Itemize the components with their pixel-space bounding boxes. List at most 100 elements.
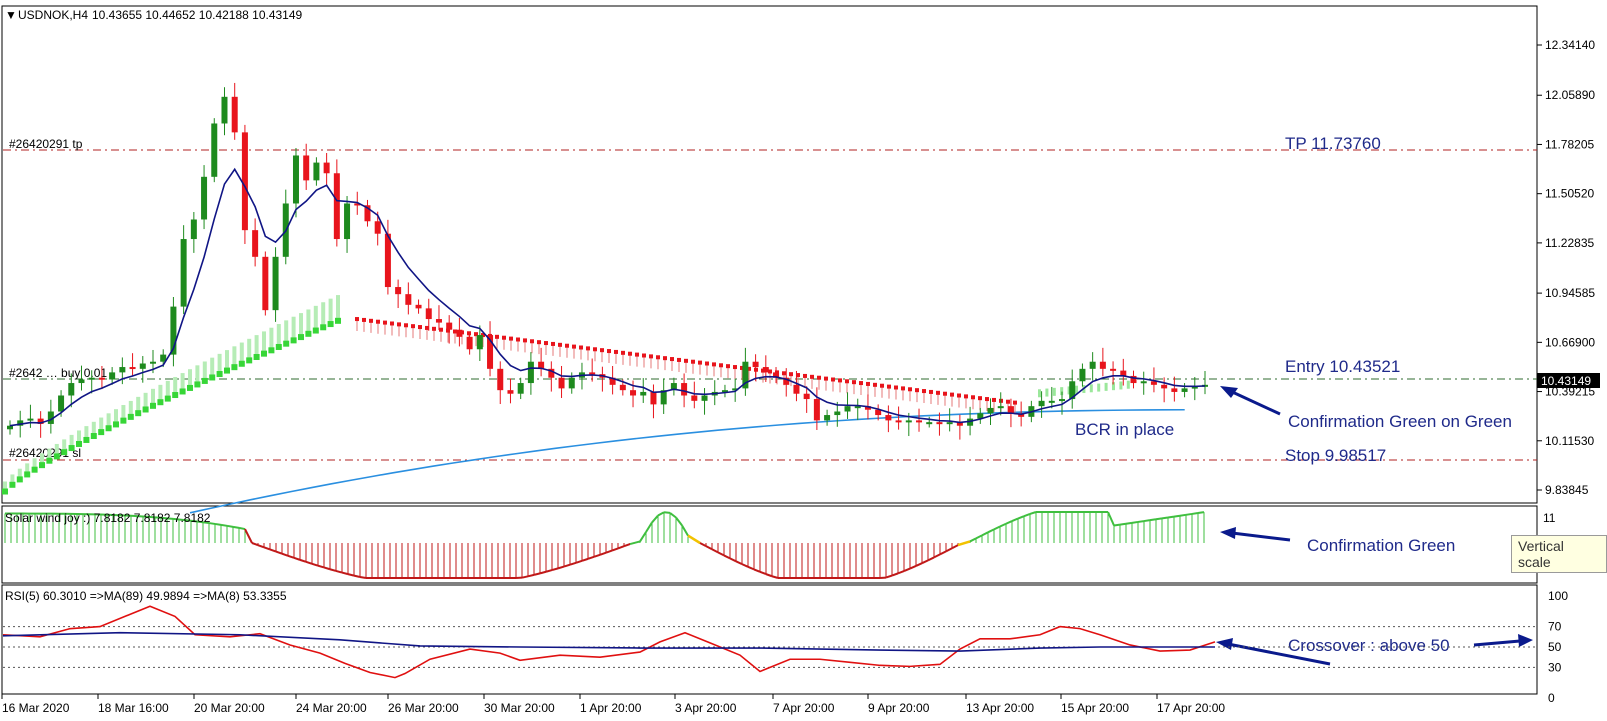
time-tick-label: 30 Mar 20:00 bbox=[484, 701, 555, 715]
osc-outline bbox=[675, 516, 683, 526]
candle-body bbox=[456, 329, 463, 337]
trail-dot-green bbox=[231, 364, 238, 371]
trail-dot-red bbox=[1013, 400, 1017, 405]
trail-dot-green bbox=[16, 476, 23, 483]
trail-dot-red bbox=[481, 333, 485, 338]
osc-outline bbox=[1185, 512, 1193, 516]
trail-stem-green bbox=[77, 430, 81, 444]
time-tick-label: 20 Mar 20:00 bbox=[194, 701, 265, 715]
trail-dot-red bbox=[880, 383, 884, 388]
osc-outline bbox=[921, 559, 929, 565]
candle-body bbox=[487, 335, 494, 369]
price-axis[interactable]: 12.34140 12.05890 11.78205 11.50520 11.22835… bbox=[1537, 38, 1595, 497]
trail-stem-green bbox=[3, 481, 7, 492]
trail-dot-red bbox=[943, 391, 947, 396]
candle-body bbox=[793, 384, 800, 394]
candle-body bbox=[824, 415, 831, 421]
time-tick-label: 1 Apr 20:00 bbox=[580, 701, 642, 715]
osc-outline bbox=[244, 528, 253, 544]
candle-body bbox=[681, 383, 688, 396]
candle-body bbox=[466, 336, 473, 350]
osc-outline bbox=[281, 552, 289, 557]
trail-dot-green bbox=[98, 429, 105, 436]
arrow-confirmation-osc bbox=[1220, 527, 1291, 542]
osc-outline bbox=[705, 545, 713, 551]
trail-dot-green bbox=[24, 471, 31, 478]
crossover-annotation: Crossover : above 50 bbox=[1288, 636, 1450, 655]
trail-dot-red bbox=[572, 344, 576, 349]
candle-body bbox=[527, 361, 534, 384]
trail-stem-green bbox=[284, 320, 289, 344]
trail-stem-green bbox=[321, 302, 326, 328]
trail-dot-green bbox=[305, 330, 312, 337]
time-axis[interactable]: 16 Mar 2020 18 Mar 16:00 20 Mar 20:00 24 Ma… bbox=[1, 694, 1225, 715]
trail-stem-green bbox=[99, 417, 104, 433]
ohlc-label: 10.43655 10.44652 10.42188 10.43149 bbox=[92, 8, 303, 22]
osc-outline bbox=[669, 512, 677, 519]
rsi-level-label: 0 bbox=[1548, 691, 1555, 705]
candle-body bbox=[630, 390, 637, 396]
trail-dot-green bbox=[275, 343, 282, 350]
trail-dot-green bbox=[246, 357, 253, 364]
osc-outline bbox=[593, 553, 601, 558]
candle-body bbox=[946, 422, 953, 425]
trail-dot-green bbox=[172, 392, 179, 399]
price-tick-label: 12.34140 bbox=[1545, 38, 1595, 52]
osc-outline bbox=[1005, 520, 1013, 525]
candle-body bbox=[977, 413, 984, 419]
candle-body bbox=[1007, 406, 1014, 414]
osc-outline bbox=[353, 574, 361, 578]
chart-collapse-icon[interactable]: ▼ bbox=[5, 8, 17, 22]
arrow-confirmation-main bbox=[1220, 386, 1281, 416]
osc-outline bbox=[214, 522, 222, 526]
trail-stem-green bbox=[1119, 381, 1123, 390]
candle-body bbox=[292, 155, 299, 204]
rsi-panel-frame bbox=[1, 584, 1538, 695]
trail-stem-green bbox=[165, 380, 170, 399]
osc-outline bbox=[945, 547, 953, 553]
trail-stem-green bbox=[195, 365, 200, 385]
osc-outline bbox=[729, 557, 737, 563]
trail-stem-green bbox=[1126, 380, 1130, 389]
trail-dot-red bbox=[957, 393, 961, 398]
candle-body bbox=[1038, 400, 1045, 407]
osc-outline bbox=[981, 531, 989, 537]
trail-stem-green bbox=[276, 324, 281, 347]
trail-stem-green bbox=[247, 338, 252, 361]
trail-dot-red bbox=[355, 317, 359, 322]
candle-body bbox=[701, 395, 708, 401]
trail-stem-green bbox=[136, 396, 141, 414]
trail-stem-green bbox=[1075, 385, 1078, 394]
candle-body bbox=[1150, 381, 1157, 385]
trail-stem-green bbox=[262, 331, 266, 354]
candle-body bbox=[875, 409, 882, 416]
candle-body bbox=[956, 422, 963, 426]
trail-stem-green bbox=[1067, 386, 1071, 395]
trail-dot-green bbox=[238, 360, 245, 367]
osc-outline bbox=[172, 517, 180, 521]
osc-outline bbox=[909, 565, 917, 570]
osc-outline bbox=[939, 550, 947, 556]
osc-outline bbox=[903, 567, 911, 572]
rsi-levels: 100 70 50 30 0 bbox=[3, 589, 1568, 705]
trail-stem-green bbox=[1045, 388, 1049, 397]
time-tick-label: 26 Mar 20:00 bbox=[388, 701, 459, 715]
osc-outline bbox=[617, 545, 625, 550]
trail-dot-red bbox=[677, 357, 681, 362]
trail-dot-red bbox=[691, 359, 695, 364]
candle-body bbox=[967, 418, 974, 426]
trail-stem-green bbox=[269, 327, 274, 351]
trail-dot-green bbox=[68, 445, 75, 452]
osc-outline bbox=[238, 526, 246, 531]
trail-dot-green bbox=[216, 371, 223, 378]
candle-body bbox=[425, 308, 432, 320]
osc-outline bbox=[341, 571, 349, 576]
trail-stem-green bbox=[143, 392, 148, 410]
osc-outline bbox=[166, 517, 174, 520]
trail-dot-red bbox=[558, 342, 562, 347]
solar-wind-histogram bbox=[4, 511, 1205, 579]
osc-outline bbox=[681, 524, 689, 537]
candle-body bbox=[88, 377, 95, 380]
trail-dot-green bbox=[113, 421, 119, 428]
trail-dot-red bbox=[782, 371, 786, 376]
